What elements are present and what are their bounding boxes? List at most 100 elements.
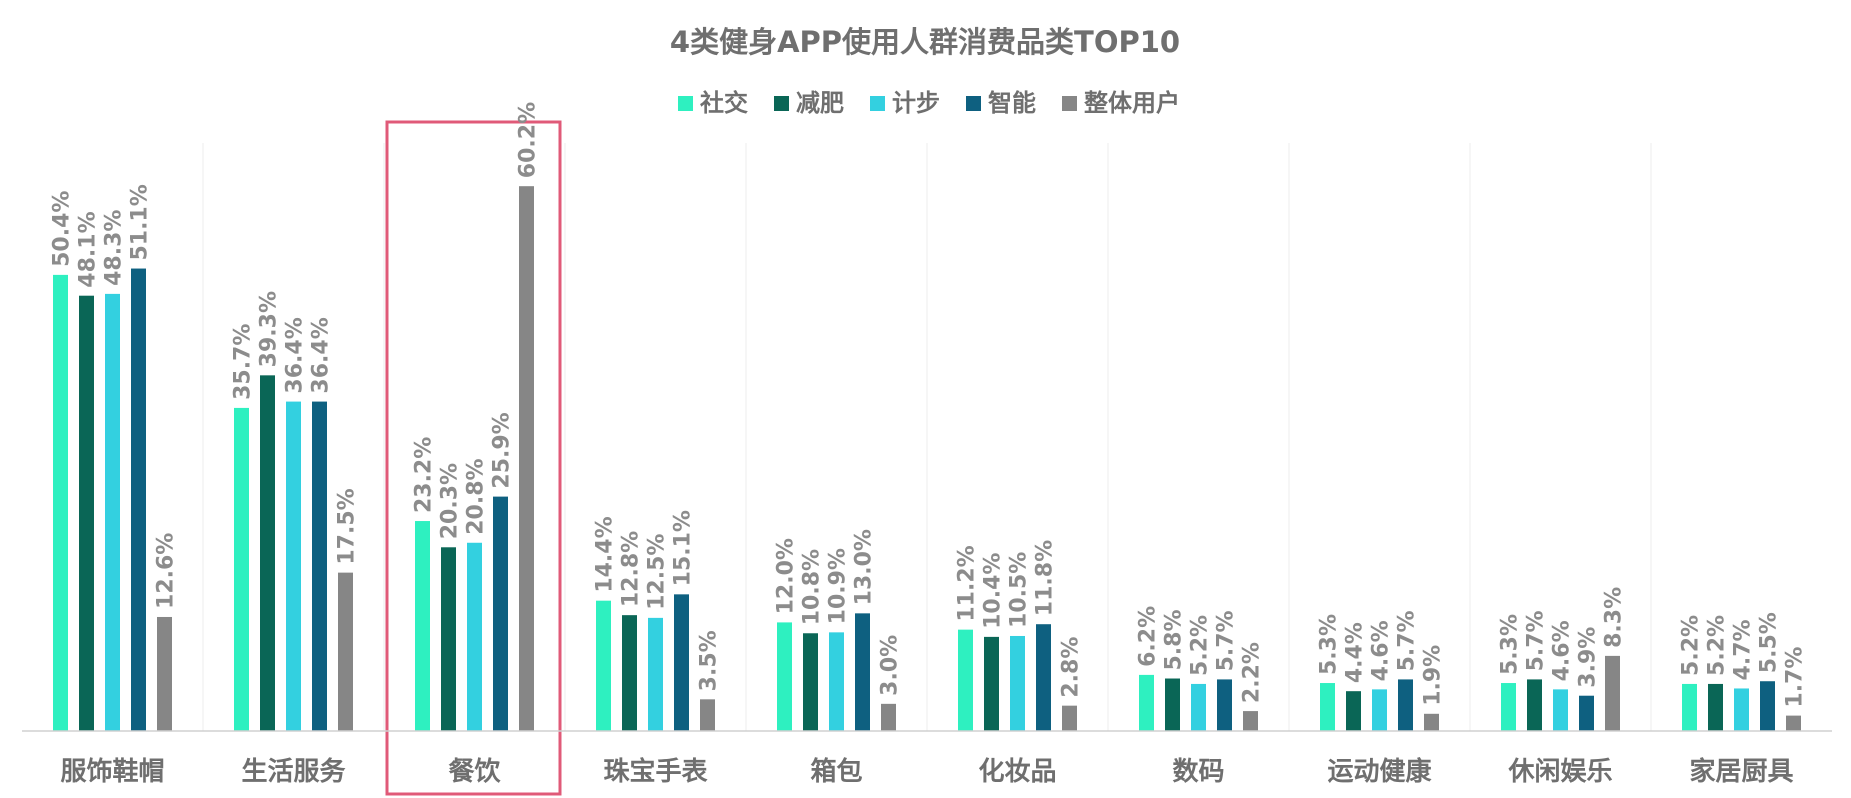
value-label-0-2: 48.3% [102, 210, 127, 286]
value-label-1-0: 35.7% [231, 324, 256, 400]
bar-9-0 [1682, 683, 1697, 731]
category-label-3: 珠宝手表 [603, 756, 708, 787]
value-label-8-3: 3.9% [1576, 627, 1601, 688]
legend-label-0: 社交 [700, 89, 748, 117]
value-label-9-2: 4.7% [1731, 619, 1756, 680]
value-label-5-1: 10.4% [981, 553, 1006, 629]
bar-3-2 [648, 617, 663, 731]
bar-6-0 [1139, 674, 1154, 731]
value-label-0-4: 12.6% [154, 533, 179, 609]
value-label-4-2: 10.9% [826, 548, 851, 624]
category-label-8: 休闲娱乐 [1507, 757, 1612, 787]
bar-3-1 [622, 615, 637, 731]
bar-0-3 [131, 268, 146, 731]
value-label-3-1: 12.8% [619, 531, 644, 607]
bar-8-2 [1553, 689, 1568, 731]
value-label-2-3: 25.9% [490, 412, 515, 488]
bar-2-0 [415, 521, 430, 731]
value-label-4-1: 10.8% [800, 549, 825, 625]
value-label-0-0: 50.4% [50, 191, 75, 267]
legend-label-1: 减肥 [796, 89, 844, 117]
bar-3-3 [674, 594, 689, 731]
legend-swatch-4 [1062, 96, 1077, 111]
value-label-7-2: 4.6% [1369, 620, 1394, 681]
category-label-0: 服饰鞋帽 [60, 757, 164, 787]
bar-1-4 [338, 572, 353, 731]
value-label-8-4: 8.3% [1602, 587, 1627, 648]
highlight-box [385, 120, 562, 796]
value-labels: 50.4% 48.1% 48.3% 51.1%12.6%35.7% 39.3% 36.4%… [50, 102, 1808, 708]
value-label-6-0: 6.2% [1136, 606, 1161, 667]
legend-swatch-1 [774, 96, 789, 111]
value-label-0-3: 51.1% [128, 184, 153, 260]
bar-5-2 [1010, 635, 1025, 731]
category-label-7: 运动健康 [1327, 756, 1432, 787]
value-label-4-4: 3.0% [878, 635, 903, 696]
category-label-4: 箱包 [810, 756, 862, 787]
value-label-1-2: 36.4% [283, 317, 308, 393]
category-label-1: 生活服务 [241, 757, 345, 787]
bar-1-1 [260, 375, 275, 731]
legend-label-3: 智能 [988, 89, 1036, 117]
bar-7-0 [1320, 683, 1335, 731]
category-separators [202, 143, 1652, 731]
category-label-5: 化妆品 [978, 757, 1056, 787]
bar-9-2 [1734, 688, 1749, 731]
value-label-6-2: 5.2% [1188, 615, 1213, 676]
category-label-2: 餐饮 [448, 757, 501, 787]
bar-4-1 [803, 633, 818, 731]
value-label-2-1: 20.3% [438, 463, 463, 539]
bar-5-1 [984, 636, 999, 731]
bar-9-4 [1786, 715, 1801, 731]
category-label-9: 家居厨具 [1689, 756, 1793, 787]
value-label-1-3: 36.4% [309, 317, 334, 393]
legend-label-4: 整体用户 [1084, 89, 1180, 117]
value-label-7-1: 4.4% [1343, 622, 1368, 683]
value-label-6-3: 5.7% [1214, 610, 1239, 671]
bar-2-2 [467, 542, 482, 731]
value-label-6-1: 5.8% [1162, 609, 1187, 670]
value-label-5-0: 11.2% [955, 545, 980, 621]
bar-0-1 [79, 295, 94, 731]
bar-8-0 [1501, 683, 1516, 731]
bar-0-2 [105, 293, 120, 731]
highlight-box-2 [385, 120, 562, 796]
value-label-8-2: 4.6% [1550, 620, 1575, 681]
value-label-5-2: 10.5% [1007, 552, 1032, 628]
bar-2-4 [519, 186, 534, 731]
bar-7-3 [1398, 679, 1413, 731]
bar-6-1 [1165, 678, 1180, 731]
category-label-6: 数码 [1172, 757, 1224, 787]
value-label-9-4: 1.7% [1783, 647, 1808, 708]
bar-4-2 [829, 632, 844, 731]
value-label-3-4: 3.5% [697, 630, 722, 691]
value-label-7-0: 5.3% [1317, 614, 1342, 675]
value-label-2-0: 23.2% [412, 437, 437, 513]
legend-swatch-0 [678, 96, 693, 111]
bar-4-0 [777, 622, 792, 731]
value-label-8-1: 5.7% [1524, 610, 1549, 671]
value-label-5-4: 2.8% [1059, 637, 1084, 698]
bar-9-1 [1708, 683, 1723, 731]
value-label-5-3: 11.8% [1033, 540, 1058, 616]
value-label-9-3: 5.5% [1757, 612, 1782, 673]
bar-8-3 [1579, 695, 1594, 731]
bar-1-3 [312, 401, 327, 731]
value-label-8-0: 5.3% [1498, 614, 1523, 675]
value-label-3-2: 12.5% [645, 534, 670, 610]
bar-4-3 [855, 613, 870, 731]
bar-5-3 [1036, 624, 1051, 731]
value-label-3-0: 14.4% [593, 516, 618, 592]
bar-2-3 [493, 496, 508, 731]
bar-6-3 [1217, 679, 1232, 731]
bar-7-1 [1346, 691, 1361, 731]
value-label-4-0: 12.0% [774, 538, 799, 614]
value-label-7-3: 5.7% [1395, 610, 1420, 671]
bar-6-2 [1191, 683, 1206, 731]
value-label-2-2: 20.8% [464, 458, 489, 534]
value-label-2-4: 60.2% [516, 102, 541, 178]
bar-9-3 [1760, 681, 1775, 731]
bar-6-4 [1243, 711, 1258, 731]
value-label-9-0: 5.2% [1679, 615, 1704, 676]
